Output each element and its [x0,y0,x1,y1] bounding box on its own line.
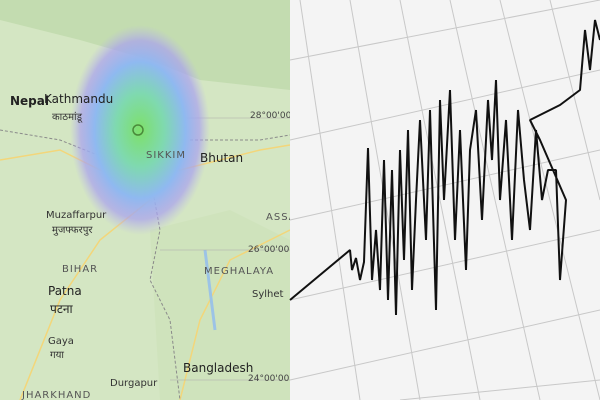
map-label: Patna [48,284,82,298]
map-label: काठमांडू [52,111,83,123]
epicenter [132,124,144,136]
paper-grid [289,0,600,400]
map-label: JHARKHAND [21,390,91,400]
map-label: मुजफ्फरपुर [52,225,93,236]
road [179,229,291,400]
map-label: Bhutan [200,151,243,165]
map-label: Bangladesh [183,361,253,375]
map-label: Gaya [48,336,74,347]
map-label: SIKKIM [146,150,186,161]
map-label: MEGHALAYA [204,266,274,277]
map-label: Durgapur [110,378,158,389]
map-label: Muzaffarpur [46,210,107,221]
seismograph-panel [289,0,600,400]
map-label: Sylhet [252,289,284,300]
map-label: ASSA [266,212,297,223]
map-label: पटना [50,302,74,316]
map-label: 24°00'00" [248,374,293,384]
map-label: Kathmandu [44,92,113,106]
seismic-wave [289,19,600,316]
map-label: गया [50,350,64,361]
map-panel: Nepal Kathmandu काठमांडू SIKKIM Bhutan 2… [0,0,297,400]
map-label: 26°00'00" [248,245,293,255]
map-label: BIHAR [62,264,98,275]
map-terrain [150,210,290,400]
border [190,134,291,141]
river [203,249,217,331]
intensity-zone [70,25,210,235]
map-label: 28°00'00" [250,111,295,121]
map-label: Nepal [10,94,49,108]
